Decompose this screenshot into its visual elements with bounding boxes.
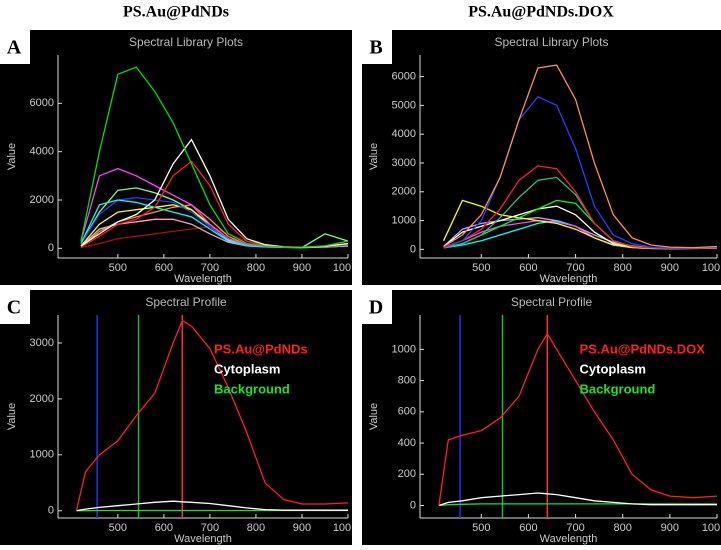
x-tick-label: 600 [155,262,173,274]
x-tick-label: 900 [293,522,311,534]
y-tick-label: 2000 [30,194,54,206]
y-tick-label: 800 [398,374,416,386]
panel-letter: B [369,37,382,59]
x-tick-label: 600 [155,522,173,534]
y-tick-label: 0 [48,242,54,254]
x-tick-label: 900 [661,522,679,534]
y-axis-label: Value [368,403,380,430]
legend-entry: PS.Au@PdNDs.DOX [580,341,706,356]
legend-entry: Cytoplasm [214,361,280,376]
x-axis-label: Wavelength [540,533,598,545]
panel-letter: C [7,297,21,319]
column-heading: PS.Au@PdNDs [123,4,229,21]
panel: Spectral Library Plots A 0 2000 4000 6000 500 6… [0,30,352,285]
x-tick-label: 500 [109,262,127,274]
x-tick-label: 800 [247,522,265,534]
x-tick-label: 100 [333,522,351,534]
y-tick-label: 400 [398,437,416,449]
legend-entry: Background [214,381,290,396]
column-heading: PS.Au@PdNDs.DOX [468,4,614,21]
x-axis-label: Wavelength [174,273,232,285]
x-tick-label: 100 [333,262,351,274]
legend-entry: Cytoplasm [580,361,646,376]
y-tick-label: 1000 [30,449,54,461]
x-tick-label: 800 [247,262,265,274]
panel-title: Spectral Library Plots [129,35,243,49]
panel-title: Spectral Profile [145,295,227,309]
x-tick-label: 600 [519,262,537,274]
y-tick-label: 2000 [392,186,416,198]
y-tick-label: 4000 [30,146,54,158]
x-axis-label: Wavelength [174,533,232,545]
panel: Spectral Library Plots B 0 1000 2000 3000 4000… [362,30,721,285]
y-tick-label: 6000 [30,97,54,109]
x-tick-label: 100 [702,262,720,274]
y-tick-label: 3000 [30,337,54,349]
y-tick-label: 200 [398,468,416,480]
x-tick-label: 900 [293,262,311,274]
y-tick-label: 0 [410,243,416,255]
panel-title: Spectral Library Plots [494,35,608,49]
x-tick-label: 900 [661,262,679,274]
y-tick-label: 1000 [392,214,416,226]
panel-letter: A [7,37,22,59]
y-axis-label: Value [368,143,380,170]
x-tick-label: 500 [109,522,127,534]
x-axis-label: Wavelength [540,273,598,285]
x-tick-label: 100 [702,522,720,534]
legend-entry: PS.Au@PdNDs [214,341,308,356]
x-tick-label: 600 [519,522,537,534]
legend-entry: Background [580,381,656,396]
y-axis-label: Value [6,403,18,430]
y-tick-label: 4000 [392,128,416,140]
x-tick-label: 500 [472,262,490,274]
y-tick-label: 0 [48,505,54,517]
y-tick-label: 5000 [392,99,416,111]
panel-title: Spectral Profile [511,295,593,309]
y-tick-label: 600 [398,406,416,418]
y-tick-label: 0 [410,499,416,511]
y-tick-label: 1000 [392,343,416,355]
x-tick-label: 800 [614,522,632,534]
panel-letter: D [369,297,383,319]
x-tick-label: 500 [472,522,490,534]
x-tick-label: 800 [614,262,632,274]
y-tick-label: 6000 [392,71,416,83]
y-tick-label: 3000 [392,157,416,169]
y-axis-label: Value [6,143,18,170]
y-tick-label: 2000 [30,393,54,405]
panel: Spectral Profile D 0 200 400 600 800 1000 500 600… [362,290,721,545]
